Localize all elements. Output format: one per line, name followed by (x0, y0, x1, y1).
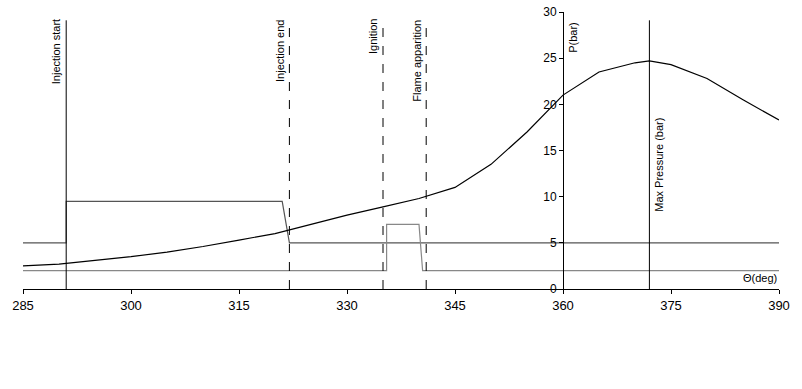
svg-text:P(bar): P(bar) (567, 22, 579, 53)
svg-text:20: 20 (543, 98, 557, 112)
svg-text:25: 25 (543, 51, 557, 65)
svg-text:Θ(deg): Θ(deg) (743, 272, 777, 284)
svg-text:300: 300 (120, 298, 142, 313)
svg-text:15: 15 (543, 144, 557, 158)
svg-text:345: 345 (444, 298, 466, 313)
svg-text:Flame apparition: Flame apparition (411, 20, 423, 102)
svg-text:Ignition: Ignition (367, 19, 379, 54)
svg-text:10: 10 (543, 190, 557, 204)
svg-text:390: 390 (768, 298, 790, 313)
svg-text:Injection start: Injection start (50, 19, 62, 84)
svg-text:375: 375 (660, 298, 682, 313)
svg-text:285: 285 (12, 298, 34, 313)
svg-text:330: 330 (336, 298, 358, 313)
svg-text:5: 5 (550, 236, 557, 250)
svg-text:Max Pressure (bar): Max Pressure (bar) (653, 118, 665, 212)
svg-text:Injection end: Injection end (274, 20, 286, 82)
svg-text:0: 0 (550, 282, 557, 296)
svg-text:360: 360 (552, 298, 574, 313)
svg-text:315: 315 (228, 298, 250, 313)
svg-text:30: 30 (543, 5, 557, 19)
